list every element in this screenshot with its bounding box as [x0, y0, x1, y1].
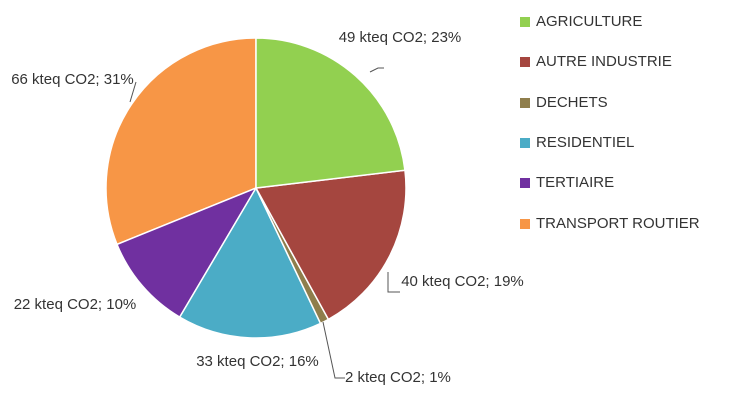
legend-swatch	[520, 178, 530, 189]
data-label: 66 kteq CO2; 31%	[11, 71, 134, 88]
pie-slice	[255, 37, 406, 189]
legend-label: TERTIAIRE	[536, 174, 615, 192]
pie-slice	[116, 186, 258, 319]
legend-label: AGRICULTURE	[536, 13, 643, 30]
leader-lines	[129, 67, 400, 379]
leader-line	[369, 67, 384, 73]
legend-swatch	[520, 137, 530, 148]
legend-label: DECHETS	[536, 93, 608, 111]
data-label: 33 kteq CO2; 16%	[196, 353, 319, 370]
pie-slice	[105, 37, 257, 246]
data-label: 40 kteq CO2; 19%	[401, 273, 524, 290]
data-label: 2 kteq CO2; 1%	[345, 369, 451, 386]
pie-slice	[178, 186, 322, 339]
legend-swatch	[520, 17, 530, 27]
leader-line	[387, 272, 400, 293]
legend-swatch	[520, 218, 530, 229]
legend-swatch	[520, 97, 530, 108]
pie-slice	[254, 169, 407, 321]
legend-label: RESIDENTIEL	[536, 133, 635, 151]
leader-line	[322, 321, 345, 379]
leader-line	[129, 81, 137, 103]
data-label: 22 kteq CO2; 10%	[13, 296, 137, 313]
legend-swatch	[520, 57, 530, 68]
legend-label: TRANSPORT ROUTIER	[536, 214, 700, 232]
data-label: 49 kteq CO2; 23%	[338, 29, 462, 46]
legend-label: AUTRE INDUSTRIE	[536, 53, 672, 71]
